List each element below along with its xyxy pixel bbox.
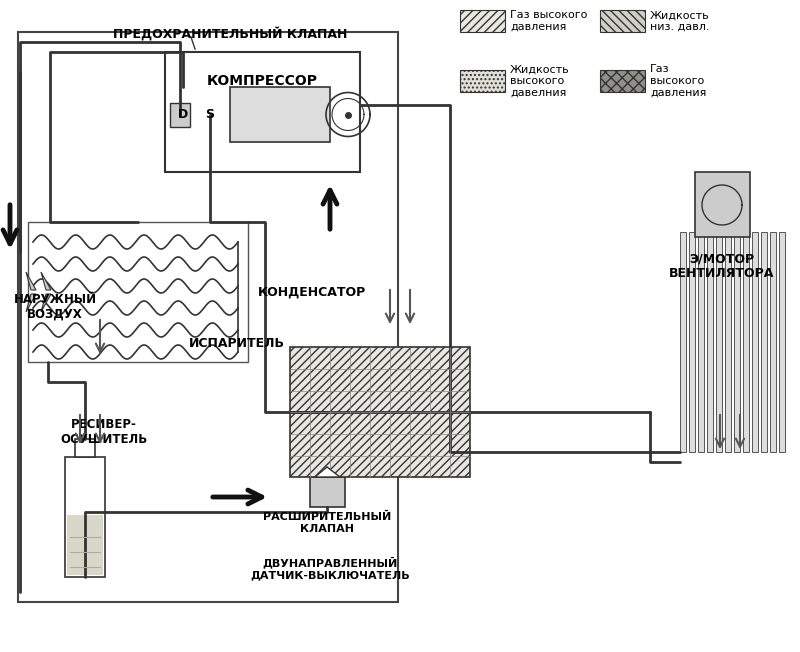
Bar [725, 232, 731, 452]
Bar [707, 232, 713, 452]
Bar [290, 347, 470, 477]
Text: S: S [206, 108, 214, 121]
Text: КОМПРЕССОР: КОМПРЕССОР [207, 74, 318, 88]
Bar [779, 232, 785, 452]
Bar [689, 232, 695, 452]
Bar [770, 232, 776, 452]
Bar [165, 52, 360, 172]
Text: ИСПАРИТЕЛЬ: ИСПАРИТЕЛЬ [189, 337, 285, 350]
Text: Жидкость
низ. давл.: Жидкость низ. давл. [650, 10, 710, 32]
Polygon shape [41, 272, 51, 290]
Text: НАРУЖНЫЙ
ВОЗДУХ: НАРУЖНЫЙ ВОЗДУХ [14, 293, 97, 321]
Bar [698, 232, 704, 452]
Bar [600, 70, 645, 92]
Bar [230, 87, 330, 142]
Text: Жидкость
высокого
давелния: Жидкость высокого давелния [510, 65, 570, 98]
Bar [734, 232, 740, 452]
Bar [170, 103, 190, 127]
Text: РЕСИВЕР-
ОСУШИТЕЛЬ: РЕСИВЕР- ОСУШИТЕЛЬ [60, 418, 147, 446]
Bar [460, 10, 505, 32]
Bar [460, 70, 505, 92]
Text: ДВУНАПРАВЛЕННЫЙ
ДАТЧИК-ВЫКЛЮЧАТЕЛЬ: ДВУНАПРАВЛЕННЫЙ ДАТЧИК-ВЫКЛЮЧАТЕЛЬ [250, 557, 410, 580]
Bar [67, 515, 103, 575]
Bar [75, 439, 95, 457]
Bar [695, 172, 750, 237]
Polygon shape [41, 294, 51, 312]
Bar [761, 232, 767, 452]
Bar [752, 232, 758, 452]
Bar [600, 10, 645, 32]
Text: РАСШИРИТЕЛЬНЫЙ
КЛАПАН: РАСШИРИТЕЛЬНЫЙ КЛАПАН [263, 512, 391, 534]
Text: Э/МОТОР
ВЕНТИЛЯТОРА: Э/МОТОР ВЕНТИЛЯТОРА [670, 252, 774, 280]
Bar [18, 32, 398, 602]
Polygon shape [26, 272, 36, 290]
Bar [716, 232, 722, 452]
Text: Газ высокого
давления: Газ высокого давления [510, 10, 587, 32]
Text: КОНДЕНСАТОР: КОНДЕНСАТОР [258, 286, 366, 299]
Bar [28, 222, 248, 362]
Text: ПРЕДОХРАНИТЕЛЬНЫЙ КЛАПАН: ПРЕДОХРАНИТЕЛЬНЫЙ КЛАПАН [113, 27, 347, 41]
Bar [680, 232, 686, 452]
Bar [65, 457, 105, 577]
Text: D: D [178, 108, 188, 121]
Bar [743, 232, 749, 452]
Polygon shape [315, 467, 340, 477]
Text: Газ
высокого
давления: Газ высокого давления [650, 65, 706, 98]
Bar [310, 477, 345, 507]
Polygon shape [26, 294, 36, 312]
